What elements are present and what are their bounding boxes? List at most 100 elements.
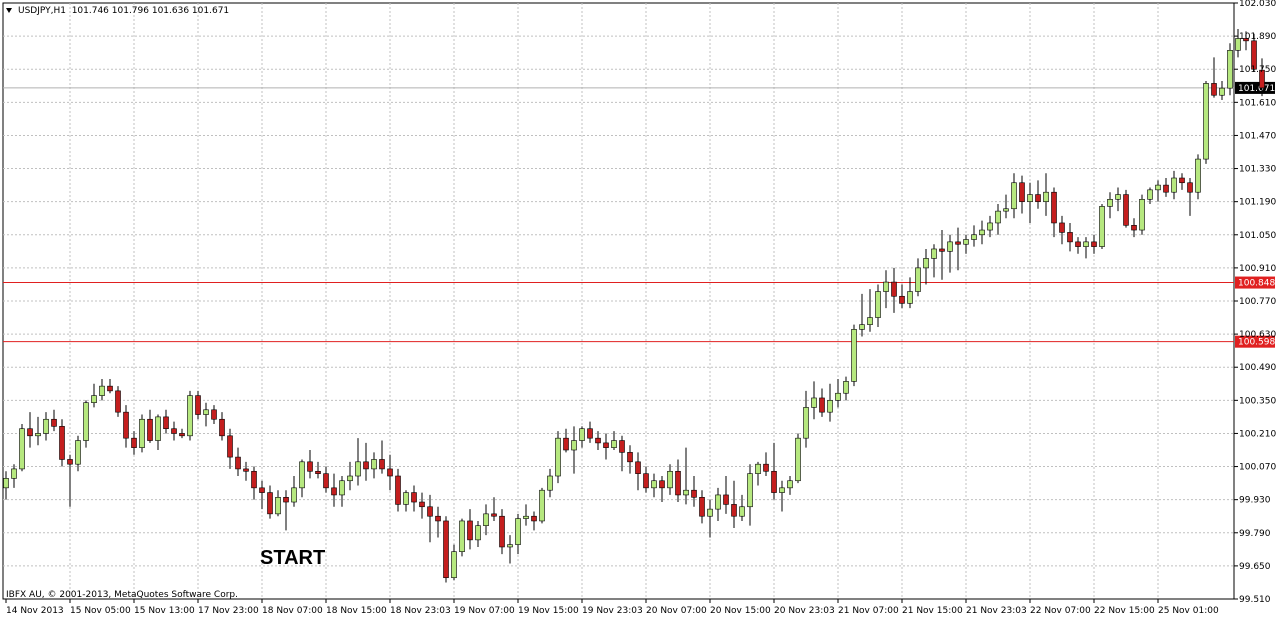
- candle-body-bull: [339, 480, 345, 496]
- candle-body-bull: [99, 385, 105, 396]
- candle: [579, 426, 585, 448]
- candle-body-bull: [347, 475, 353, 482]
- candle: [91, 383, 97, 408]
- candle: [67, 454, 73, 507]
- candle: [907, 277, 913, 309]
- current-price-label: 101.671: [1238, 84, 1275, 94]
- candle-body-bear: [1179, 177, 1185, 184]
- candle-body-bear: [331, 487, 337, 496]
- candle: [107, 379, 113, 394]
- x-tick-label: 21 Nov 07:00: [838, 606, 899, 616]
- candle: [931, 244, 937, 278]
- candle: [571, 426, 577, 474]
- y-tick-label: 99.510: [1239, 595, 1271, 605]
- candle: [995, 204, 1001, 235]
- candle-body-bull: [11, 468, 17, 479]
- y-tick-label: 101.610: [1239, 98, 1276, 108]
- candle-body-bear: [587, 428, 593, 439]
- candle-body-bear: [531, 515, 537, 522]
- level-price-label: 100.848: [1238, 279, 1275, 289]
- candle-body-bull: [459, 520, 465, 552]
- candle-body-bull: [1099, 206, 1105, 247]
- candle-body-bear: [1251, 40, 1257, 70]
- candle: [1083, 237, 1089, 259]
- candle-body-bull: [827, 400, 833, 413]
- candle-body-bear: [179, 433, 185, 437]
- candle: [851, 324, 857, 387]
- candle: [139, 414, 145, 453]
- candle-body-bull: [755, 463, 761, 474]
- candle: [195, 390, 201, 420]
- candle-body-bull: [1043, 191, 1049, 202]
- candle: [1171, 170, 1177, 200]
- y-tick-label: 101.190: [1239, 198, 1276, 208]
- candle-body-bull: [203, 409, 209, 415]
- candle-body-bull: [811, 397, 817, 408]
- candle: [651, 473, 657, 498]
- candle: [611, 431, 617, 450]
- candle: [859, 293, 865, 337]
- candle: [739, 494, 745, 521]
- candle-body-bull: [651, 480, 657, 489]
- x-tick-label: 20 Nov 07:00: [646, 606, 707, 616]
- candle-body-bear: [467, 520, 473, 541]
- candle-body-bear: [491, 513, 497, 517]
- candle: [131, 431, 137, 455]
- candle-body-bear: [259, 487, 265, 493]
- candle-body-bull: [187, 395, 193, 437]
- candle: [627, 445, 633, 474]
- candle: [99, 379, 105, 401]
- current-price-tag: [1235, 81, 1275, 94]
- candle: [267, 485, 273, 519]
- candle-body-bear: [819, 397, 825, 413]
- candle-body-bear: [635, 461, 641, 474]
- candle: [1051, 187, 1057, 238]
- candle-body-bull: [355, 461, 361, 477]
- candle: [3, 471, 9, 500]
- candle-body-bear: [211, 409, 217, 420]
- candle-body-bull: [883, 281, 889, 292]
- candle: [427, 494, 433, 543]
- candle-body-bull: [923, 258, 929, 269]
- level-price-label: 100.598: [1238, 338, 1275, 348]
- candle-body-bear: [27, 428, 33, 437]
- triangle-down-icon[interactable]: [6, 8, 12, 13]
- candle-body-bull: [1227, 50, 1233, 89]
- candle-body-bear: [659, 480, 665, 489]
- x-tick-label: 15 Nov 05:00: [70, 606, 131, 616]
- candle: [979, 220, 985, 245]
- candle: [187, 390, 193, 441]
- candle: [1243, 31, 1249, 51]
- candle-body-bull: [835, 392, 841, 401]
- y-tick-label: 99.650: [1239, 562, 1271, 572]
- candle-body-bear: [163, 416, 169, 430]
- candle: [179, 428, 185, 439]
- candle: [1179, 173, 1185, 190]
- candle-body-bull: [1011, 182, 1017, 210]
- candle-body-bear: [267, 492, 273, 515]
- candle-body-bear: [395, 475, 401, 505]
- candle-body-bear: [1259, 69, 1265, 89]
- candle: [699, 490, 705, 524]
- candle: [147, 409, 153, 443]
- candle-body-bull: [1235, 38, 1241, 51]
- candle-body-bear: [435, 515, 441, 522]
- candle-body-bear: [115, 390, 121, 413]
- horizontal-levels[interactable]: 100.848 100.598 101.671: [3, 81, 1275, 348]
- candle: [691, 476, 697, 507]
- candle-body-bear: [67, 459, 73, 465]
- x-tick-label: 21 Nov 15:00: [902, 606, 963, 616]
- candle: [1075, 237, 1081, 254]
- candle: [315, 461, 321, 479]
- candle: [499, 509, 505, 555]
- candle: [411, 485, 417, 512]
- candle-body-bull: [971, 234, 977, 240]
- candle: [123, 405, 129, 448]
- x-tick-label: 25 Nov 01:00: [1158, 606, 1219, 616]
- candle: [275, 490, 281, 517]
- candle-body-bull: [715, 494, 721, 510]
- candle: [1115, 187, 1121, 212]
- candle-body-bear: [1243, 38, 1249, 42]
- candle-body-bull: [1195, 158, 1201, 193]
